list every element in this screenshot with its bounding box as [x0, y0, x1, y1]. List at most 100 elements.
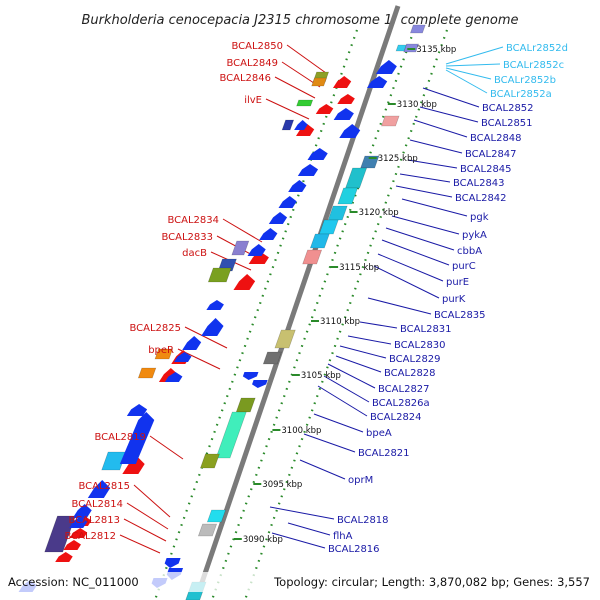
gene-label: BCAL2828: [384, 368, 436, 379]
reverse-gene-arrow: [248, 252, 269, 264]
reverse-gene-arrow: [233, 274, 256, 290]
gene-label: BCALr2852c: [503, 60, 564, 71]
label-leader-line: [184, 326, 228, 349]
label-leader-line: [133, 484, 171, 518]
label-leader-line: [269, 506, 335, 520]
reverse-gene-arrow: [182, 336, 202, 350]
kbp-tick-label: 3115 kbp: [339, 263, 379, 273]
reverse-gene-arrow: [55, 552, 73, 562]
label-leader-line: [413, 119, 468, 138]
gene-label: bpeA: [366, 428, 392, 439]
label-leader-line: [367, 297, 432, 315]
label-leader-line: [445, 69, 488, 94]
label-leader-line: [385, 227, 455, 251]
gene-label: BCAL2831: [400, 324, 452, 335]
gene-label: BCAL2819: [94, 432, 146, 443]
reverse-gene-arrow: [315, 104, 334, 114]
gene-label: BCALr2852d: [506, 43, 568, 54]
label-leader-line: [373, 265, 440, 299]
label-leader-line: [445, 46, 504, 65]
gene-label: pgk: [470, 212, 489, 223]
kbp-tick-label: 3130 kbp: [397, 100, 437, 110]
label-leader-line: [222, 218, 263, 243]
gene-block: [309, 233, 330, 249]
label-leader-line: [149, 435, 184, 460]
reverse-gene-arrow: [63, 540, 81, 550]
label-leader-line: [327, 363, 376, 389]
reverse-gene-arrow: [206, 300, 224, 310]
label-leader-line: [126, 502, 169, 530]
reverse-gene-arrow: [297, 164, 319, 176]
gene-label: BCAL2851: [481, 118, 533, 129]
reverse-gene-arrow: [337, 94, 355, 104]
reverse-gene-arrow: [87, 480, 111, 498]
reverse-gene-arrow: [126, 404, 148, 416]
gene-label: BCAL2821: [358, 448, 410, 459]
label-leader-line: [317, 385, 368, 417]
gene-block: [410, 24, 426, 34]
label-leader-line: [445, 67, 492, 80]
gene-label: BCAL2816: [328, 544, 380, 555]
gene-label: BCAL2813: [68, 515, 120, 526]
gene-block: [281, 119, 295, 131]
label-leader-line: [407, 159, 458, 169]
gene-block: [345, 167, 368, 189]
forward-gene-arrow: [252, 380, 268, 388]
kbp-tick-label: 3090 kbp: [243, 535, 283, 545]
forward-gene-arrow: [242, 372, 259, 380]
gene-block: [154, 348, 174, 360]
reverse-gene-arrow: [268, 212, 288, 224]
gene-label: BCAL2847: [465, 149, 517, 160]
label-leader-line: [359, 321, 398, 329]
gene-block: [231, 240, 250, 256]
reverse-gene-arrow: [332, 76, 352, 88]
gene-block: [235, 397, 256, 413]
gene-label: purE: [446, 277, 469, 288]
gene-block: [302, 249, 323, 265]
reverse-gene-arrow: [294, 120, 308, 130]
gene-label: BCAL2852: [482, 103, 534, 114]
label-leader-line: [287, 522, 331, 536]
kbp-tick-label: 3105 kbp: [301, 371, 341, 381]
reverse-gene-arrow: [72, 504, 92, 518]
label-leader-line: [422, 87, 480, 108]
gene-label: BCAL2826a: [372, 398, 430, 409]
label-leader-line: [303, 433, 356, 453]
kbp-ticks: 3135 kbp 3130 kbp 3125 kbp 3120 kbp 3115 kbp…: [233, 45, 456, 545]
gene-label: BCALr2852b: [494, 75, 556, 86]
label-leaders: [119, 44, 504, 554]
footer-band: [0, 572, 600, 592]
reverse-gene-arrow: [122, 456, 145, 474]
gene-label: purC: [452, 261, 476, 272]
gene-block: [262, 351, 282, 365]
gene-block: [207, 267, 232, 283]
kbp-tick-label: 3100 kbp: [281, 426, 321, 436]
gene-labels: BCAL2850 BCAL2849 BCAL2846 ilvE BCAL2834 BCAL…: [64, 41, 568, 555]
gene-block: [206, 509, 227, 523]
reverse-gene-arrow: [259, 228, 278, 240]
reverse-gene-arrow: [307, 148, 328, 160]
genome-backbone: [193, 5, 401, 600]
label-leader-line: [445, 63, 501, 67]
gene-label: BCAL2827: [378, 384, 430, 395]
gene-label: dacB: [182, 248, 207, 259]
gene-label: BCAL2834: [167, 215, 219, 226]
gene-block: [137, 367, 157, 379]
outer-track-left: [153, 29, 359, 600]
gene-label: BCAL2843: [453, 178, 505, 189]
reverse-gene-arrow: [69, 528, 88, 538]
kbp-tick-label: 3135 kbp: [416, 45, 456, 55]
label-leader-line: [399, 173, 451, 183]
label-leader-line: [299, 459, 346, 480]
label-leader-line: [119, 534, 161, 554]
label-leader-line: [419, 106, 479, 123]
gene-block: [44, 515, 76, 553]
label-leader-line: [123, 518, 167, 542]
genome-summary-text: Topology: circular; Length: 3,870,082 bp…: [273, 575, 590, 589]
kbp-tick-label: 3120 kbp: [359, 208, 399, 218]
label-leader-line: [381, 239, 450, 266]
gene-label: BCAL2812: [64, 531, 116, 542]
gene-label: BCAL2824: [370, 412, 422, 423]
gene-label: BCAL2814: [71, 499, 123, 510]
